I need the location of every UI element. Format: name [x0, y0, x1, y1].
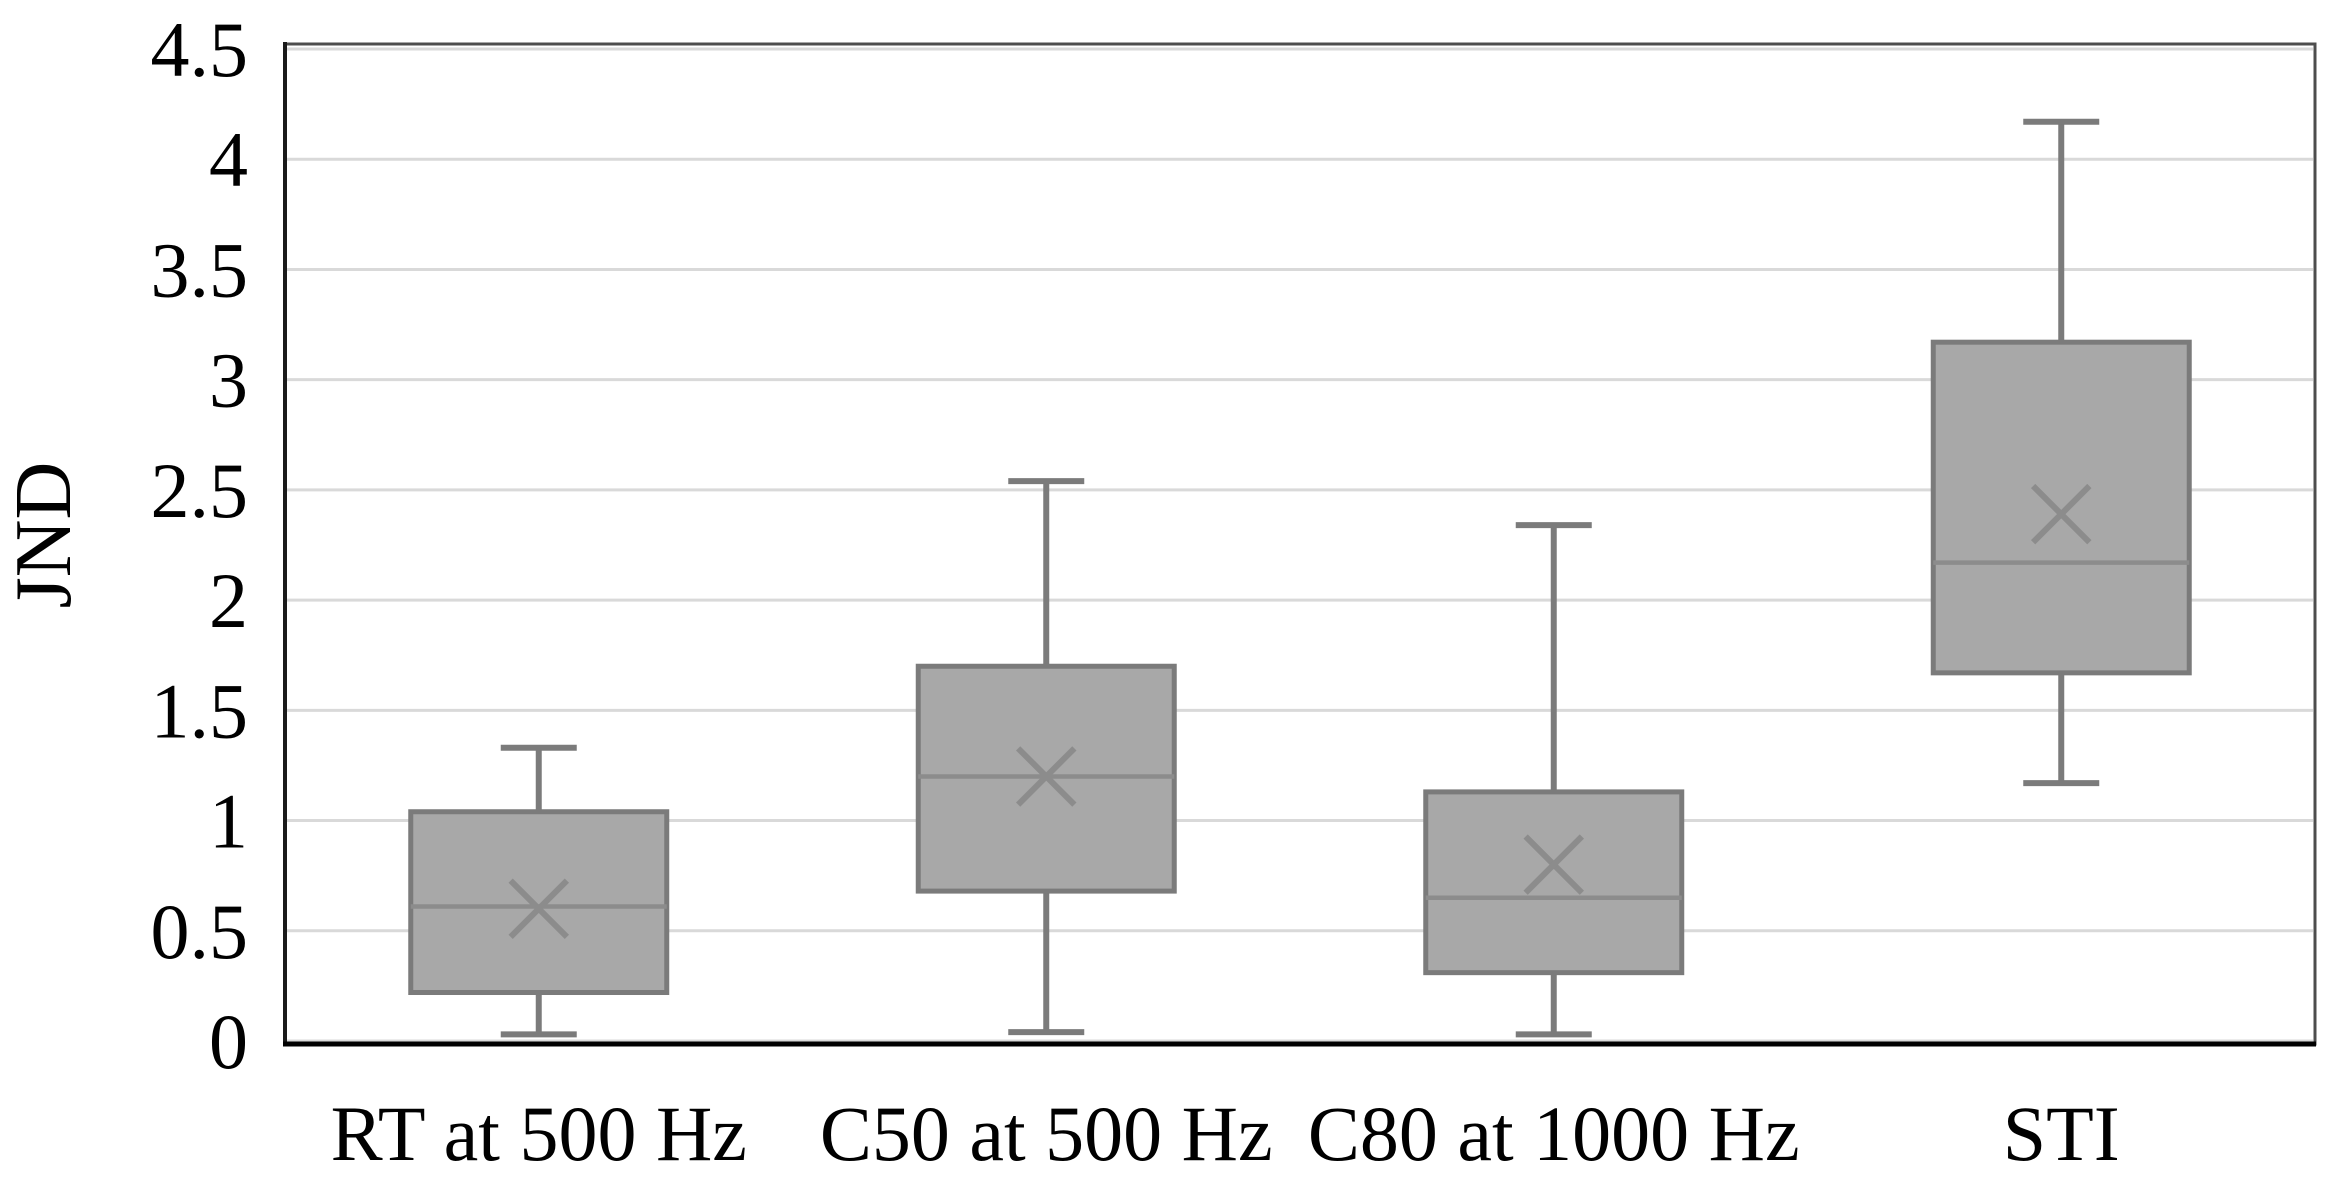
y-tick-label: 3: [209, 337, 248, 424]
x-category-label-c80-at-1000-hz: C80 at 1000 Hz: [1308, 1090, 1800, 1177]
y-tick-label: 1: [209, 778, 248, 865]
y-tick-label: 4.5: [151, 6, 249, 93]
mean-marker-sti: [2031, 483, 2092, 545]
mean-marker-c50-at-500-hz: [1016, 746, 1077, 807]
y-axis-title: JND: [0, 462, 88, 609]
mean-marker-rt-at-500-hz: [508, 878, 569, 939]
y-tick-label: 2: [209, 557, 248, 644]
box-rt-at-500-hz: [408, 809, 670, 996]
y-tick-label: 2.5: [151, 447, 249, 534]
y-tick-label: 1.5: [151, 667, 249, 754]
box-sti: [1930, 339, 2192, 676]
y-tick-label: 4: [209, 116, 248, 203]
y-tick-label: 3.5: [151, 226, 249, 313]
x-category-label-rt-at-500-hz: RT at 500 Hz: [331, 1090, 747, 1177]
y-tick-label: 0.5: [151, 888, 249, 975]
mean-marker-c80-at-1000-hz: [1523, 834, 1584, 895]
x-category-label-sti: STI: [2003, 1090, 2120, 1177]
x-category-label-c50-at-500-hz: C50 at 500 Hz: [820, 1090, 1273, 1177]
y-tick-label: 0: [209, 998, 248, 1085]
box-c80-at-1000-hz: [1423, 789, 1685, 976]
